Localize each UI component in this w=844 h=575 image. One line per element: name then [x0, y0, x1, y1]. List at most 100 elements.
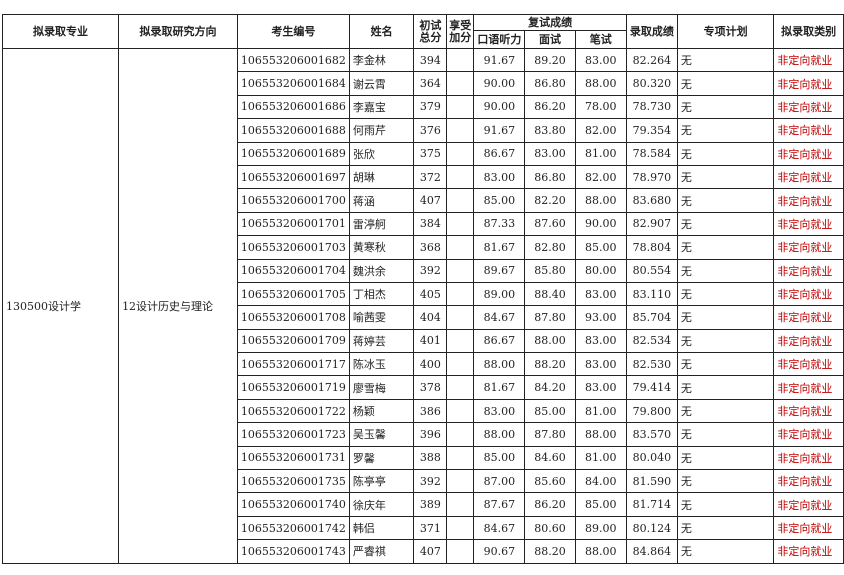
cell-exam-id: 106553206001743 [236, 539, 350, 564]
cell-interview: 83.00 [524, 141, 576, 166]
table-row: 106553206001735 陈亭亭 392 87.00 85.60 84.00 81.5… [3, 469, 844, 494]
cell-interview: 85.60 [524, 469, 576, 494]
cell-name: 雷渟舸 [348, 211, 415, 237]
cell-name: 韩侣 [348, 515, 415, 541]
cell-interview: 87.60 [524, 211, 576, 237]
table-row: 106553206001688 何雨芹 376 91.67 83.80 82.00 79.3… [3, 118, 844, 143]
cell-category: 非定向就业 [773, 281, 844, 307]
cell-name: 李金林 [348, 47, 415, 73]
cell-admission-score: 82.264 [625, 47, 678, 73]
cell-interview: 85.80 [524, 258, 576, 283]
table-row: 130500设计学 12设计历史与理论 106553206001682 李金林 394 9… [1, 47, 844, 564]
cell-interview: 86.20 [524, 94, 576, 120]
cell-oral: 90.67 [473, 539, 526, 564]
cell-special-plan: 无 [676, 188, 775, 213]
cell-exam-id: 106553206001689 [236, 141, 350, 166]
cell-admission-score: 79.354 [625, 118, 678, 143]
cell-category: 非定向就业 [773, 422, 844, 447]
cell-written: 82.00 [574, 164, 627, 190]
cell-interview: 80.60 [524, 515, 576, 541]
cell-oral: 89.67 [473, 258, 526, 283]
cell-initial-total: 376 [413, 118, 448, 143]
header-category: 拟录取类别 [773, 14, 844, 49]
cell-special-plan: 无 [676, 71, 775, 96]
cell-category: 非定向就业 [773, 47, 844, 73]
cell-bonus [446, 305, 475, 330]
cell-interview: 82.80 [524, 235, 576, 260]
cell-interview: 82.20 [524, 188, 576, 213]
cell-written: 83.00 [574, 47, 627, 73]
cell-interview: 87.80 [524, 422, 576, 447]
cell-exam-id: 106553206001705 [236, 281, 350, 307]
cell-initial-total: 368 [413, 235, 448, 260]
cell-written: 81.00 [574, 398, 627, 424]
cell-written: 81.00 [574, 445, 627, 471]
table-row: 106553206001723 吴玉馨 396 88.00 87.80 88.00 83.5… [3, 422, 844, 447]
cell-oral: 85.00 [473, 188, 526, 213]
cell-oral: 90.00 [473, 71, 526, 96]
cell-category: 非定向就业 [773, 71, 844, 96]
table-row: 106553206001722 杨颖 386 83.00 85.00 81.00 79.80… [3, 398, 844, 424]
cell-exam-id: 106553206001722 [236, 398, 350, 424]
cell-special-plan: 无 [676, 211, 775, 237]
cell-special-plan: 无 [676, 305, 775, 330]
cell-interview: 83.80 [524, 118, 576, 143]
cell-name: 杨颖 [348, 398, 415, 424]
cell-exam-id: 106553206001740 [236, 492, 350, 517]
cell-special-plan: 无 [676, 141, 775, 166]
cell-oral: 88.00 [473, 422, 526, 447]
cell-written: 88.00 [574, 188, 627, 213]
cell-written: 88.00 [574, 422, 627, 447]
table-row: 106553206001731 罗馨 388 85.00 84.60 81.00 80.04… [3, 445, 844, 471]
cell-initial-total: 394 [413, 47, 448, 73]
cell-interview: 86.80 [524, 164, 576, 190]
cell-admission-score: 80.320 [625, 71, 678, 96]
cell-interview: 88.20 [524, 539, 576, 564]
cell-name: 蒋婷芸 [348, 328, 415, 354]
cell-special-plan: 无 [676, 398, 775, 424]
cell-special-plan: 无 [676, 94, 775, 120]
cell-bonus [446, 211, 475, 237]
cell-initial-total: 375 [413, 141, 448, 166]
cell-initial-total: 384 [413, 211, 448, 237]
cell-name: 严睿祺 [348, 539, 415, 564]
cell-interview: 86.20 [524, 492, 576, 517]
header-name: 姓名 [348, 14, 415, 49]
cell-interview: 89.20 [524, 47, 576, 73]
cell-name: 陈亭亭 [348, 469, 415, 494]
cell-oral: 84.67 [473, 515, 526, 541]
cell-special-plan: 无 [676, 352, 775, 377]
table-row: 106553206001743 严睿祺 407 90.67 88.20 88.00 84.8… [3, 539, 844, 564]
cell-category: 非定向就业 [773, 375, 844, 400]
cell-written: 83.00 [574, 352, 627, 377]
cell-special-plan: 无 [676, 47, 775, 73]
cell-exam-id: 106553206001735 [236, 469, 350, 494]
cell-name: 罗馨 [348, 445, 415, 471]
table-row: 106553206001704 魏洪余 392 89.67 85.80 80.00 80.5… [3, 258, 844, 283]
table-row: 106553206001686 李嘉宝 379 90.00 86.20 78.00 78.7… [3, 94, 844, 120]
cell-category: 非定向就业 [773, 515, 844, 541]
cell-bonus [446, 94, 475, 120]
cell-category: 非定向就业 [773, 211, 844, 237]
cell-bonus [446, 469, 475, 494]
cell-exam-id: 106553206001686 [236, 94, 350, 120]
cell-interview: 84.20 [524, 375, 576, 400]
cell-bonus [446, 515, 475, 541]
cell-exam-id: 106553206001700 [236, 188, 350, 213]
table-row: 106553206001717 陈冰玉 400 88.00 88.20 83.00 82.5… [3, 352, 844, 377]
cell-initial-total: 396 [413, 422, 448, 447]
header-special-plan: 专项计划 [676, 14, 775, 49]
cell-interview: 87.80 [524, 305, 576, 330]
cell-initial-total: 400 [413, 352, 448, 377]
cell-category: 非定向就业 [773, 258, 844, 283]
cell-name: 李嘉宝 [348, 94, 415, 120]
cell-exam-id: 106553206001697 [236, 164, 350, 190]
cell-exam-id: 106553206001709 [236, 328, 350, 354]
cell-oral: 90.00 [473, 94, 526, 120]
cell-special-plan: 无 [676, 164, 775, 190]
cell-exam-id: 106553206001684 [236, 71, 350, 96]
cell-special-plan: 无 [676, 375, 775, 400]
cell-category: 非定向就业 [773, 188, 844, 213]
header-written: 笔试 [574, 30, 627, 49]
cell-bonus [446, 258, 475, 283]
